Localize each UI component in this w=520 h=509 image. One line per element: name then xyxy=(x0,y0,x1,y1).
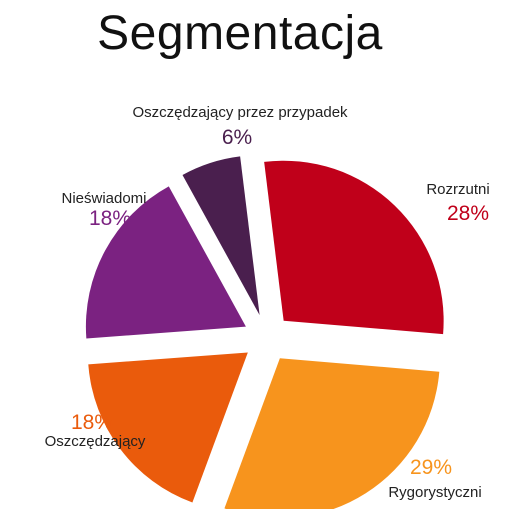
slice-value-label-5: 6% xyxy=(222,126,252,149)
slice-value-label-1: 28% xyxy=(447,202,489,225)
slice-label-1: Rozrzutni xyxy=(426,181,489,198)
pie-slice-5 xyxy=(182,156,260,316)
pie-slice-1 xyxy=(264,160,444,335)
slice-value-label-3: 18% xyxy=(71,411,113,434)
slice-value-label-4: 18% xyxy=(89,207,131,230)
chart-title: Segmentacja xyxy=(97,7,383,60)
slice-label-5: Oszczędzający przez przypadek xyxy=(132,104,348,121)
slice-label-2: Rygorystyczni xyxy=(388,484,481,501)
pie-slice-2 xyxy=(224,358,440,509)
slice-label-4: Nieświadomi xyxy=(61,190,146,207)
slice-value-label-2: 29% xyxy=(410,456,452,479)
pie-slice-4 xyxy=(85,186,246,339)
pie-slices xyxy=(85,156,444,509)
pie-slice-3 xyxy=(88,352,248,503)
pie-labels: Rozrzutni 28% Rygorystyczni 29% Oszczędzając… xyxy=(45,104,490,501)
slice-label-3: Oszczędzający xyxy=(45,433,146,450)
